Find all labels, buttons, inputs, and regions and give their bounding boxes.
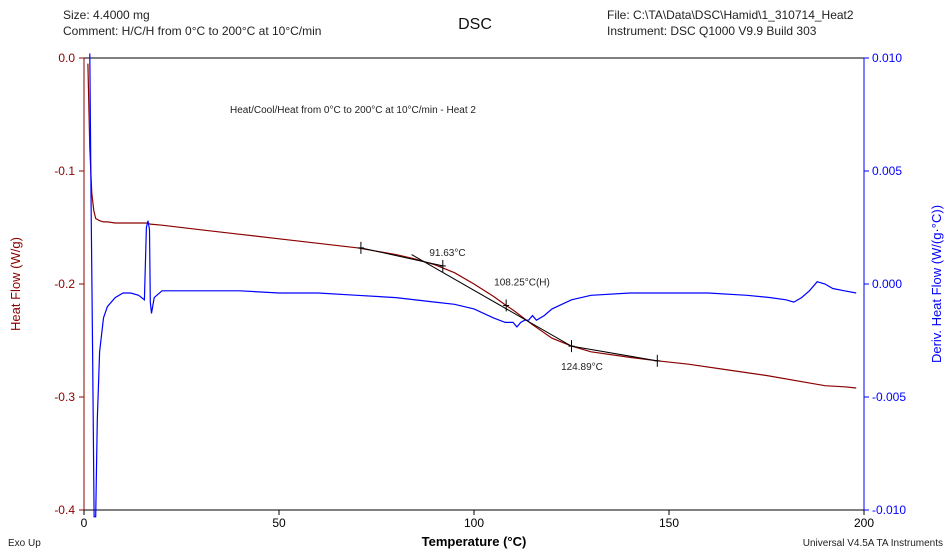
series-layer — [87, 53, 857, 518]
x-tick-label: 0 — [81, 516, 88, 530]
x-tick-label: 50 — [272, 516, 286, 530]
annotation-layer: 91.63°C 108.25°C(H) 124.89°C — [429, 248, 603, 373]
instrument-name: Instrument: DSC Q1000 V9.9 Build 303 — [607, 24, 817, 38]
y-left-axis-label: Heat Flow (W/g) — [8, 237, 23, 331]
y-right-tick-label: 0.000 — [872, 277, 902, 291]
x-axis-label: Temperature (°C) — [422, 534, 527, 549]
chart-subtitle: Heat/Cool/Heat from 0°C to 200°C at 10°C… — [230, 105, 476, 116]
x-tick-label: 200 — [854, 516, 874, 530]
y-left-tick-label: -0.4 — [54, 503, 75, 517]
x-axis-ticks: 0 50 100 150 200 — [81, 510, 874, 530]
y-right-tick-label: 0.005 — [872, 164, 902, 178]
sample-size: Size: 4.4000 mg — [63, 8, 150, 22]
right-axis-ticks: 0.010 0.005 0.000 -0.005 -0.010 — [864, 51, 906, 517]
transition-label: 91.63°C — [429, 248, 465, 259]
heat-flow-line — [87, 63, 857, 389]
sample-comment: Comment: H/C/H from 0°C to 200°C at 10°C… — [63, 24, 321, 38]
transition-label: 124.89°C — [561, 362, 603, 373]
y-right-tick-label: -0.010 — [872, 503, 906, 517]
y-left-tick-label: 0.0 — [58, 51, 75, 65]
y-right-tick-label: -0.005 — [872, 390, 906, 404]
tangent-line — [360, 247, 443, 267]
y-right-tick-label: 0.010 — [872, 51, 902, 65]
y-left-tick-label: -0.1 — [54, 164, 75, 178]
construction-layer — [357, 241, 661, 367]
deriv-heat-flow-line — [89, 53, 857, 518]
x-tick-label: 150 — [659, 516, 679, 530]
tangent-line — [411, 254, 572, 347]
file-path: File: C:\TA\Data\DSC\Hamid\1_310714_Heat… — [607, 8, 854, 22]
y-right-axis-label: Deriv. Heat Flow (W/(g·°C)) — [929, 205, 944, 363]
x-tick-label: 100 — [464, 516, 484, 530]
y-left-tick-label: -0.2 — [54, 277, 75, 291]
exo-up-label: Exo Up — [8, 538, 41, 549]
tangent-line — [571, 345, 658, 362]
transition-label: 108.25°C(H) — [494, 277, 550, 288]
software-label: Universal V4.5A TA Instruments — [803, 538, 943, 549]
y-left-tick-label: -0.3 — [54, 390, 75, 404]
left-axis-ticks: 0.0 -0.1 -0.2 -0.3 -0.4 — [54, 51, 84, 517]
chart-title: DSC — [458, 16, 492, 33]
